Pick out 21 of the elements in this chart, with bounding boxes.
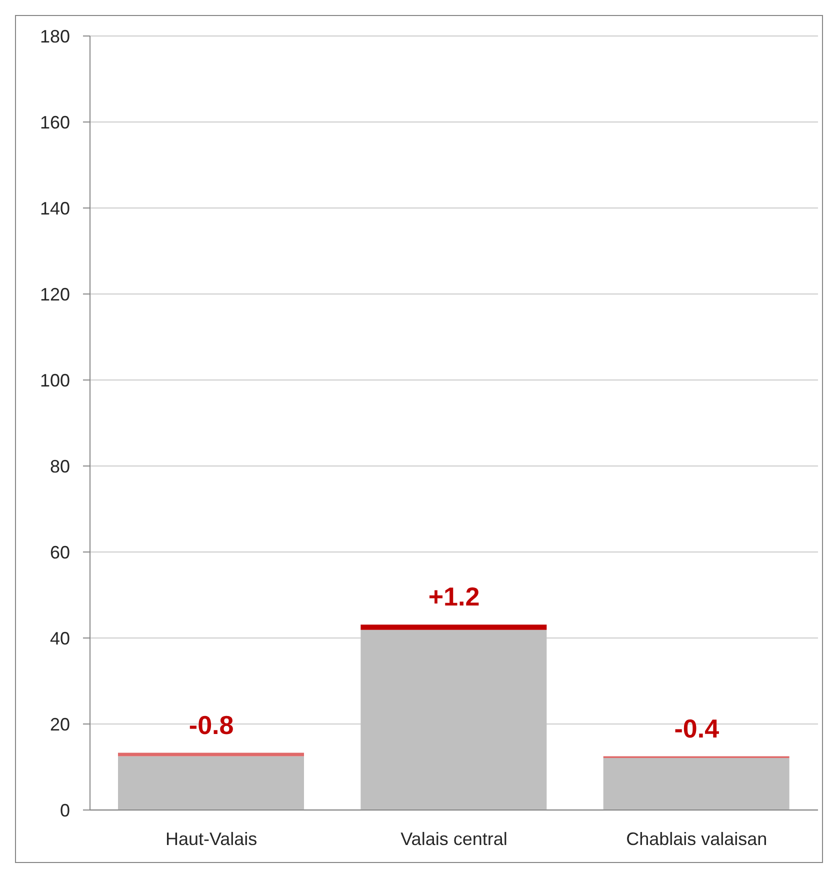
annotation: -0.8 [188, 710, 234, 740]
y-tick-label: 80 [50, 456, 70, 476]
y-tick-label: 140 [40, 198, 70, 218]
bar [118, 756, 304, 810]
y-tick-label: 60 [50, 542, 70, 562]
y-tick-label: 180 [40, 26, 70, 46]
y-tick-label: 40 [50, 628, 70, 648]
x-tick-label: Haut-Valais [165, 828, 258, 849]
bar [603, 758, 790, 810]
y-tick-label: 20 [50, 714, 70, 734]
annotation: -0.4 [674, 713, 720, 744]
bar [360, 630, 547, 810]
x-tick-label: Valais central [400, 828, 508, 849]
annotation: +1.2 [428, 582, 480, 612]
y-tick-label: 120 [40, 284, 70, 304]
y-tick-label: 0 [60, 800, 70, 820]
y-tick-label: 100 [40, 370, 70, 390]
y-tick-label: 160 [40, 112, 70, 132]
x-tick-label: Chablais valaisan [626, 828, 768, 849]
bar [118, 752, 304, 756]
bar [360, 624, 547, 630]
